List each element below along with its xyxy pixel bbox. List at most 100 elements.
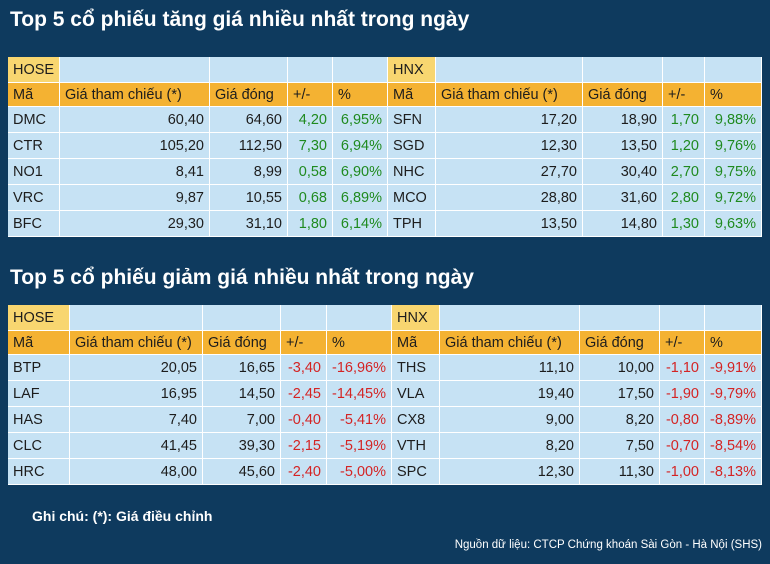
value-cell: 14,50 <box>203 381 281 407</box>
value-cell: 11,10 <box>440 355 580 381</box>
value-cell: -5,41% <box>327 407 392 433</box>
value-cell: 6,14% <box>333 211 388 237</box>
value-cell: 16,95 <box>70 381 203 407</box>
value-cell: 6,94% <box>333 133 388 159</box>
header-cell <box>583 57 663 83</box>
value-cell: -0,40 <box>281 407 327 433</box>
value-cell: -8,13% <box>705 459 762 485</box>
value-cell: -14,45% <box>327 381 392 407</box>
value-cell: 28,80 <box>436 185 583 211</box>
section-title: Top 5 cổ phiếu giảm giá nhiều nhất trong… <box>10 266 474 289</box>
value-cell: 7,30 <box>288 133 333 159</box>
header-cell <box>663 57 705 83</box>
value-cell: 6,90% <box>333 159 388 185</box>
value-cell: -9,79% <box>705 381 762 407</box>
value-cell: 10,55 <box>210 185 288 211</box>
value-cell: 7,40 <box>70 407 203 433</box>
ticker: DMC <box>8 107 60 133</box>
ticker: SGD <box>388 133 436 159</box>
value-cell: 64,60 <box>210 107 288 133</box>
value-cell: 27,70 <box>436 159 583 185</box>
value-cell: 9,88% <box>705 107 762 133</box>
value-cell: -9,91% <box>705 355 762 381</box>
header-cell <box>281 305 327 331</box>
value-cell: -3,40 <box>281 355 327 381</box>
ticker: SPC <box>392 459 440 485</box>
value-cell: 20,05 <box>70 355 203 381</box>
column-header: Giá tham chiếu (*) <box>436 83 583 107</box>
exchange-label: HOSE <box>8 57 60 83</box>
ticker: CTR <box>8 133 60 159</box>
value-cell: 10,00 <box>580 355 660 381</box>
value-cell: 9,00 <box>440 407 580 433</box>
value-cell: 1,70 <box>663 107 705 133</box>
ticker: BFC <box>8 211 60 237</box>
value-cell: 1,80 <box>288 211 333 237</box>
ticker: VTH <box>392 433 440 459</box>
column-header: Mã <box>8 83 60 107</box>
value-cell: 2,70 <box>663 159 705 185</box>
header-cell <box>705 305 762 331</box>
value-cell: 8,99 <box>210 159 288 185</box>
header-cell <box>436 57 583 83</box>
column-header: % <box>333 83 388 107</box>
value-cell: 4,20 <box>288 107 333 133</box>
value-cell: 60,40 <box>60 107 210 133</box>
ticker: BTP <box>8 355 70 381</box>
value-cell: 6,89% <box>333 185 388 211</box>
column-header: Giá đóng <box>580 331 660 355</box>
value-cell: 11,30 <box>580 459 660 485</box>
column-header: Mã <box>392 331 440 355</box>
value-cell: -1,90 <box>660 381 705 407</box>
column-header: Giá tham chiếu (*) <box>70 331 203 355</box>
value-cell: 1,20 <box>663 133 705 159</box>
ticker: SFN <box>388 107 436 133</box>
header-cell <box>440 305 580 331</box>
column-header: +/- <box>663 83 705 107</box>
header-cell <box>210 57 288 83</box>
value-cell: 31,10 <box>210 211 288 237</box>
value-cell: -1,10 <box>660 355 705 381</box>
value-cell: 8,20 <box>440 433 580 459</box>
value-cell: 9,76% <box>705 133 762 159</box>
value-cell: 30,40 <box>583 159 663 185</box>
column-header: Mã <box>8 331 70 355</box>
header-cell <box>333 57 388 83</box>
value-cell: -2,15 <box>281 433 327 459</box>
value-cell: 18,90 <box>583 107 663 133</box>
value-cell: 8,41 <box>60 159 210 185</box>
value-cell: 105,20 <box>60 133 210 159</box>
ticker: CX8 <box>392 407 440 433</box>
value-cell: 9,87 <box>60 185 210 211</box>
value-cell: 9,75% <box>705 159 762 185</box>
ticker: VLA <box>392 381 440 407</box>
value-cell: 13,50 <box>583 133 663 159</box>
ticker: TPH <box>388 211 436 237</box>
header-cell <box>705 57 762 83</box>
value-cell: 1,30 <box>663 211 705 237</box>
value-cell: -16,96% <box>327 355 392 381</box>
ticker: LAF <box>8 381 70 407</box>
header-cell <box>327 305 392 331</box>
header-cell <box>288 57 333 83</box>
column-header: % <box>705 331 762 355</box>
value-cell: 14,80 <box>583 211 663 237</box>
column-header: Giá đóng <box>210 83 288 107</box>
value-cell: 41,45 <box>70 433 203 459</box>
ticker: MCO <box>388 185 436 211</box>
value-cell: 39,30 <box>203 433 281 459</box>
column-header: % <box>705 83 762 107</box>
value-cell: -2,40 <box>281 459 327 485</box>
value-cell: -8,89% <box>705 407 762 433</box>
value-cell: 7,50 <box>580 433 660 459</box>
value-cell: 48,00 <box>70 459 203 485</box>
ticker: THS <box>392 355 440 381</box>
value-cell: -5,19% <box>327 433 392 459</box>
value-cell: 45,60 <box>203 459 281 485</box>
value-cell: 112,50 <box>210 133 288 159</box>
column-header: Giá đóng <box>583 83 663 107</box>
value-cell: 12,30 <box>440 459 580 485</box>
value-cell: 17,50 <box>580 381 660 407</box>
source: Nguồn dữ liệu: CTCP Chứng khoán Sài Gòn … <box>454 539 762 551</box>
